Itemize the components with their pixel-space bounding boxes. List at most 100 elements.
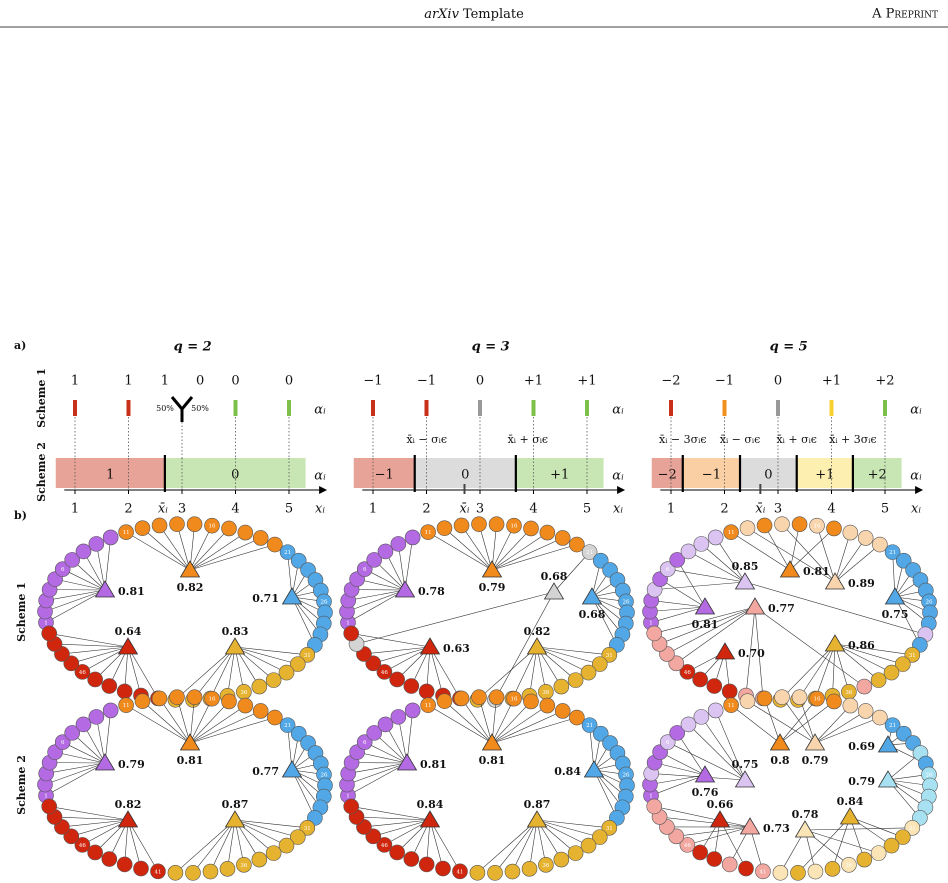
band xyxy=(740,458,797,488)
node xyxy=(554,530,571,546)
node xyxy=(488,516,505,533)
band-label: +1 xyxy=(815,468,834,483)
node-label: 16 xyxy=(511,697,518,703)
node xyxy=(870,672,887,688)
node xyxy=(237,524,254,541)
edge xyxy=(104,537,111,591)
node xyxy=(523,520,539,537)
community-marker xyxy=(884,587,906,605)
node xyxy=(252,703,269,719)
node xyxy=(521,861,538,877)
edge xyxy=(356,816,431,821)
edge xyxy=(834,532,851,583)
edge xyxy=(429,819,461,872)
score-label: 0.82 xyxy=(115,798,142,811)
score-label: 0.83 xyxy=(222,625,249,638)
node xyxy=(116,683,133,700)
node xyxy=(452,863,468,880)
edge xyxy=(175,646,236,701)
x-axis-label: xᵢ xyxy=(315,502,325,517)
community-marker xyxy=(481,560,503,578)
edge xyxy=(291,769,316,818)
node xyxy=(723,697,739,713)
edge xyxy=(666,606,756,655)
node-label: 41 xyxy=(154,869,161,875)
node xyxy=(668,828,685,845)
edge xyxy=(715,710,746,781)
edge xyxy=(512,819,538,872)
node-label: 36 xyxy=(845,690,852,696)
edge xyxy=(176,524,191,571)
community-marker xyxy=(877,735,899,753)
community-marker xyxy=(526,637,548,655)
node xyxy=(883,664,900,681)
community-marker xyxy=(739,817,761,835)
node-label: 21 xyxy=(586,550,593,556)
edge xyxy=(591,596,618,645)
node-label: 1 xyxy=(649,794,653,800)
alpha-tick xyxy=(371,400,375,416)
edge xyxy=(175,819,236,874)
x-tick-label: 2 xyxy=(422,502,430,517)
community-marker xyxy=(396,753,418,771)
node xyxy=(723,524,739,540)
band-label: 0 xyxy=(764,468,772,483)
score-label: 0.81 xyxy=(118,585,145,598)
node xyxy=(523,693,539,710)
alpha-value: +1 xyxy=(524,374,543,389)
node xyxy=(895,725,912,742)
node xyxy=(343,625,360,642)
node-label: 41 xyxy=(456,869,463,875)
edge xyxy=(477,819,538,874)
community-marker xyxy=(543,582,565,600)
community-marker xyxy=(877,770,899,788)
node-label: 1 xyxy=(346,794,350,800)
node xyxy=(279,544,296,560)
node xyxy=(418,856,435,873)
x-tick-label: 3 xyxy=(476,502,484,517)
node xyxy=(756,517,773,534)
edge xyxy=(529,646,538,696)
title-rest: Template xyxy=(463,7,524,22)
node xyxy=(809,690,825,707)
alpha-tick xyxy=(126,400,131,416)
score-label: 0.81 xyxy=(692,618,719,631)
x-tick-label: 5 xyxy=(583,502,591,517)
node xyxy=(221,520,237,537)
node xyxy=(219,861,236,877)
edge xyxy=(491,717,577,744)
subpanel-title: q = 5 xyxy=(770,340,808,355)
edge xyxy=(62,741,106,764)
edge xyxy=(357,751,408,764)
node-label: 6 xyxy=(363,567,367,573)
node-label: 6 xyxy=(363,740,367,746)
node xyxy=(118,697,134,713)
node xyxy=(883,837,900,854)
node xyxy=(404,702,421,719)
score-label: 0.78 xyxy=(418,585,445,598)
edge xyxy=(227,646,236,696)
node xyxy=(41,798,58,815)
edge xyxy=(461,698,493,744)
x-tick-label: 2 xyxy=(124,502,132,517)
node xyxy=(290,725,307,742)
community-marker xyxy=(281,760,303,778)
band xyxy=(852,458,902,488)
node xyxy=(601,647,618,663)
alpha-value: −1 xyxy=(363,374,382,389)
edge xyxy=(491,525,515,571)
edge xyxy=(477,646,538,701)
node xyxy=(884,544,901,560)
node xyxy=(278,837,295,854)
edge xyxy=(45,589,106,623)
node xyxy=(692,671,708,688)
score-label: 0.71 xyxy=(252,592,279,605)
edge xyxy=(654,581,746,590)
node xyxy=(580,664,597,681)
x-tick-label: 3 xyxy=(774,502,782,517)
score-label: 0.79 xyxy=(118,758,145,771)
edge xyxy=(127,646,159,699)
node xyxy=(679,837,696,853)
node xyxy=(167,864,184,881)
node xyxy=(365,655,382,672)
